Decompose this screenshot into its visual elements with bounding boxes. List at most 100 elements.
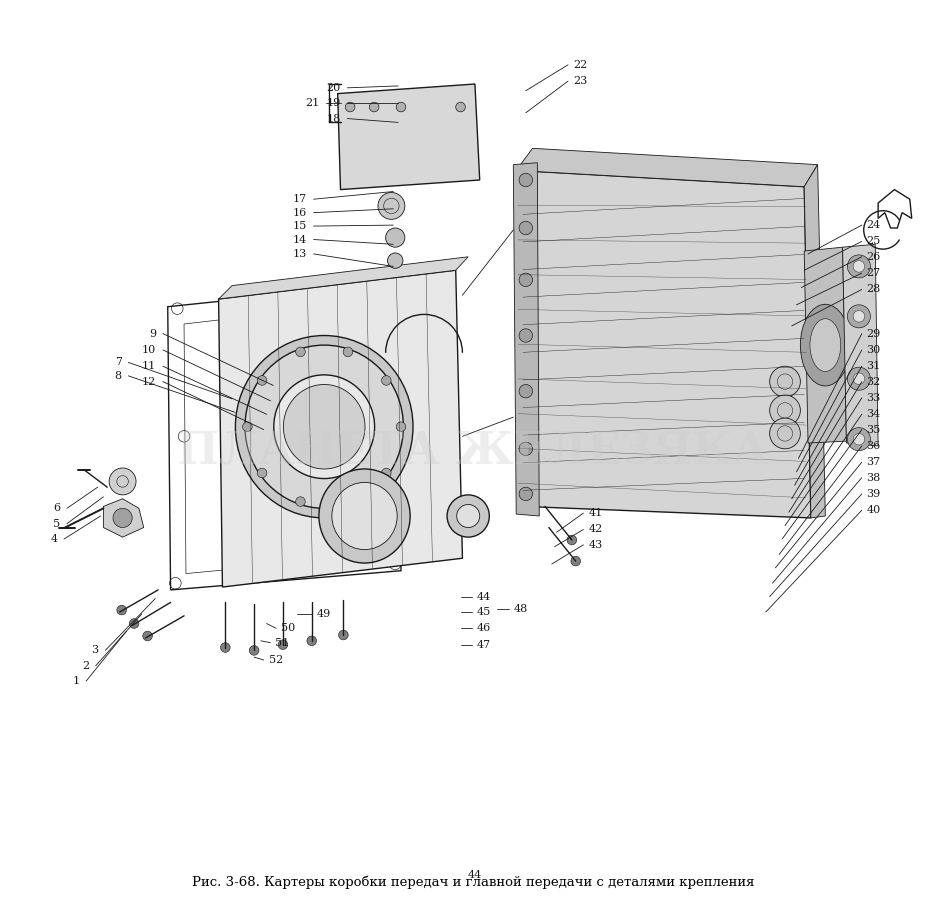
Circle shape: [257, 468, 267, 478]
Text: 10: 10: [142, 345, 156, 355]
Text: 41: 41: [588, 508, 603, 518]
Text: 43: 43: [588, 540, 603, 550]
Text: 27: 27: [867, 268, 881, 278]
Polygon shape: [338, 84, 480, 190]
Text: 39: 39: [867, 489, 881, 499]
Text: 31: 31: [867, 361, 881, 371]
Circle shape: [143, 631, 152, 641]
Text: 6: 6: [53, 504, 61, 514]
Text: ПЛАНЕТА ЖЕЛЕЗЯКА: ПЛАНЕТА ЖЕЛЕЗЯКА: [177, 431, 769, 474]
Circle shape: [519, 221, 533, 235]
Circle shape: [457, 504, 480, 527]
Polygon shape: [804, 247, 847, 443]
Ellipse shape: [236, 335, 413, 518]
Text: 22: 22: [573, 60, 587, 70]
Text: 42: 42: [588, 524, 603, 534]
Circle shape: [447, 494, 489, 537]
Text: 37: 37: [867, 457, 881, 467]
Ellipse shape: [273, 375, 375, 478]
Circle shape: [853, 434, 865, 445]
Text: 14: 14: [292, 235, 307, 245]
Polygon shape: [514, 163, 539, 516]
Circle shape: [109, 468, 136, 494]
Text: 34: 34: [867, 409, 881, 419]
Circle shape: [848, 427, 870, 451]
Text: 24: 24: [867, 220, 881, 230]
Polygon shape: [843, 245, 878, 446]
Text: 35: 35: [867, 425, 881, 435]
Circle shape: [378, 193, 405, 219]
Circle shape: [242, 422, 253, 432]
Text: 25: 25: [867, 236, 881, 246]
Text: 20: 20: [326, 83, 341, 93]
Polygon shape: [517, 170, 811, 518]
Circle shape: [396, 422, 406, 432]
Text: 11: 11: [142, 361, 156, 371]
Circle shape: [369, 102, 379, 112]
Text: 19: 19: [326, 98, 341, 108]
Circle shape: [770, 418, 800, 449]
Text: 52: 52: [269, 655, 283, 665]
Circle shape: [848, 305, 870, 328]
Circle shape: [853, 261, 865, 272]
Circle shape: [117, 605, 127, 614]
Text: 44: 44: [467, 870, 482, 880]
Circle shape: [381, 468, 391, 478]
Text: 49: 49: [317, 609, 331, 619]
Text: 44: 44: [477, 592, 491, 602]
Text: 32: 32: [867, 376, 881, 386]
Text: 38: 38: [867, 473, 881, 483]
Circle shape: [296, 347, 306, 356]
Ellipse shape: [800, 305, 850, 386]
Circle shape: [339, 630, 348, 640]
Circle shape: [519, 487, 533, 501]
Text: 18: 18: [326, 114, 341, 124]
Circle shape: [343, 347, 353, 356]
Polygon shape: [219, 270, 463, 587]
Text: 9: 9: [149, 328, 156, 338]
Circle shape: [278, 640, 288, 649]
Circle shape: [519, 174, 533, 186]
Circle shape: [853, 311, 865, 322]
Ellipse shape: [284, 385, 365, 469]
Text: 30: 30: [867, 345, 881, 355]
Circle shape: [343, 497, 353, 506]
Text: 46: 46: [477, 624, 491, 634]
Text: 29: 29: [867, 328, 881, 338]
Text: 48: 48: [514, 604, 528, 614]
Circle shape: [113, 508, 132, 527]
Circle shape: [770, 395, 800, 425]
Polygon shape: [219, 257, 468, 299]
Circle shape: [571, 556, 581, 566]
Circle shape: [396, 102, 406, 112]
Polygon shape: [517, 148, 817, 186]
Ellipse shape: [810, 319, 841, 372]
Circle shape: [388, 253, 403, 268]
Text: 2: 2: [82, 661, 89, 671]
Text: 47: 47: [477, 640, 491, 650]
Text: 13: 13: [292, 249, 307, 259]
Circle shape: [848, 367, 870, 390]
Ellipse shape: [245, 345, 403, 508]
Circle shape: [345, 102, 355, 112]
Text: 3: 3: [92, 645, 98, 655]
Text: Рис. 3-68. Картеры коробки передач и главной передачи с деталями крепления: Рис. 3-68. Картеры коробки передач и гла…: [192, 875, 754, 889]
Text: 12: 12: [142, 376, 156, 386]
Text: 21: 21: [306, 98, 320, 108]
Ellipse shape: [332, 483, 397, 550]
Text: 28: 28: [867, 285, 881, 295]
Text: 33: 33: [867, 393, 881, 403]
Circle shape: [853, 373, 865, 385]
Text: 8: 8: [114, 371, 122, 381]
Circle shape: [456, 102, 465, 112]
Text: 23: 23: [573, 76, 587, 86]
Circle shape: [250, 645, 259, 655]
Circle shape: [257, 375, 267, 385]
Polygon shape: [103, 499, 144, 537]
Text: 5: 5: [53, 519, 61, 529]
Circle shape: [220, 643, 230, 653]
Text: 4: 4: [50, 534, 58, 544]
Circle shape: [848, 255, 870, 278]
Text: 40: 40: [867, 505, 881, 515]
Circle shape: [519, 385, 533, 398]
